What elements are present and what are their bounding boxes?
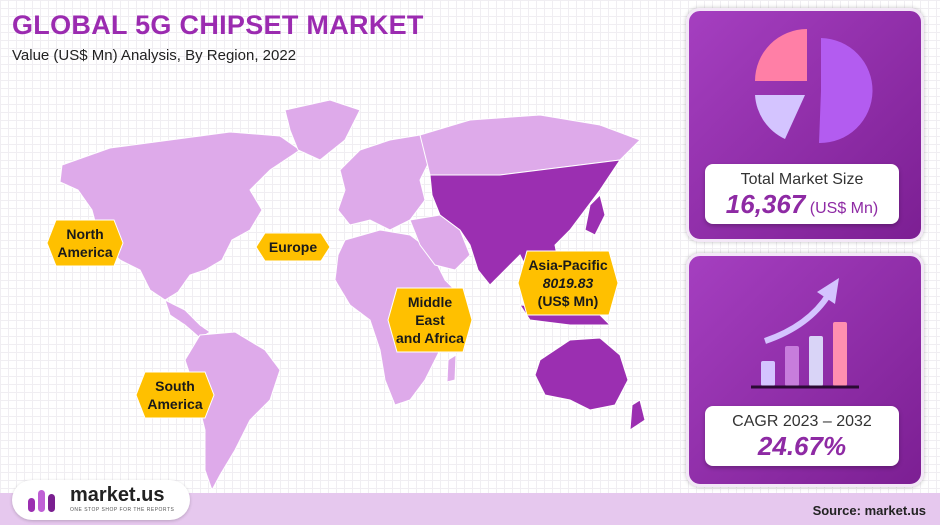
logo-shape — [38, 490, 45, 512]
cagr-card: CAGR 2023 – 2032 24.67% — [686, 253, 924, 487]
logo: market.us ONE STOP SHOP FOR THE REPORTS — [12, 480, 190, 520]
total-market-label: Total Market Size — [740, 171, 864, 188]
region-label-line: Asia-Pacific — [528, 257, 608, 273]
region-label: Asia-Pacific 8019.83 (US$ Mn) — [517, 250, 619, 316]
region-label-line: North — [66, 226, 103, 242]
world-map: North America Europe Middle East and Africa As… — [46, 99, 646, 490]
source: Source: market.us — [812, 503, 926, 518]
icon-bar — [809, 336, 823, 386]
cagr-label: CAGR 2023 – 2032 — [732, 413, 872, 430]
total-market-card: Total Market Size 16,367 (US$ Mn) — [686, 8, 924, 242]
region-labels: North America Europe Middle East and Africa As… — [46, 219, 619, 419]
label-hexagon — [255, 232, 331, 262]
pie-icon — [755, 29, 873, 144]
region-label: North America — [46, 219, 124, 267]
logo-name: market.us — [70, 484, 165, 506]
label-hexagon — [46, 219, 124, 267]
region-label-line: East — [415, 312, 445, 328]
icon-arrow — [764, 292, 832, 344]
central-america — [164, 299, 211, 339]
region-label-line: Middle — [408, 294, 453, 310]
region-label-line: America — [57, 244, 112, 260]
madagascar — [446, 354, 457, 383]
north-america — [59, 131, 301, 301]
pie-slice — [755, 95, 805, 139]
subtitle: Value (US$ Mn) Analysis, By Region, 2022 — [12, 47, 297, 64]
cagr-value: 24.67% — [757, 431, 847, 461]
icon-bar — [761, 361, 775, 386]
new-zealand — [629, 399, 646, 431]
label-hexagon — [135, 371, 215, 419]
region-label-line: South — [155, 378, 195, 394]
label-hexagon — [517, 250, 619, 316]
cagr-box: CAGR 2023 – 2032 24.67% — [705, 406, 899, 466]
australia — [534, 337, 629, 411]
pie-slice — [755, 29, 807, 81]
total-market-value: 16,367 — [725, 189, 806, 219]
logo-shape — [28, 498, 35, 512]
europe — [337, 134, 431, 231]
pie-slice — [819, 38, 873, 144]
total-market-unit: (US$ Mn) — [809, 200, 879, 217]
logo-icon — [28, 490, 55, 512]
region-label-line: Europe — [269, 239, 317, 255]
region-label-line: America — [147, 396, 202, 412]
region-label-line: 8019.83 — [543, 275, 594, 291]
greenland — [284, 99, 361, 161]
icon-bar — [833, 322, 847, 386]
region-label: Europe — [255, 232, 331, 262]
icon-arrowhead — [817, 278, 839, 304]
continents — [59, 99, 641, 490]
growth-icon — [751, 278, 859, 389]
region-label: South America — [135, 371, 215, 419]
label-hexagon — [387, 287, 473, 353]
logo-shape — [48, 494, 55, 512]
total-market-box: Total Market Size 16,367 (US$ Mn) — [705, 164, 899, 224]
region-label-line: (US$ Mn) — [538, 293, 599, 309]
logo-tagline: ONE STOP SHOP FOR THE REPORTS — [70, 507, 175, 513]
region-label: Middle East and Africa — [387, 287, 473, 353]
icon-bar — [785, 346, 799, 386]
title: GLOBAL 5G CHIPSET MARKET — [12, 10, 424, 40]
region-label-line: and Africa — [396, 330, 464, 346]
japan — [584, 194, 606, 236]
